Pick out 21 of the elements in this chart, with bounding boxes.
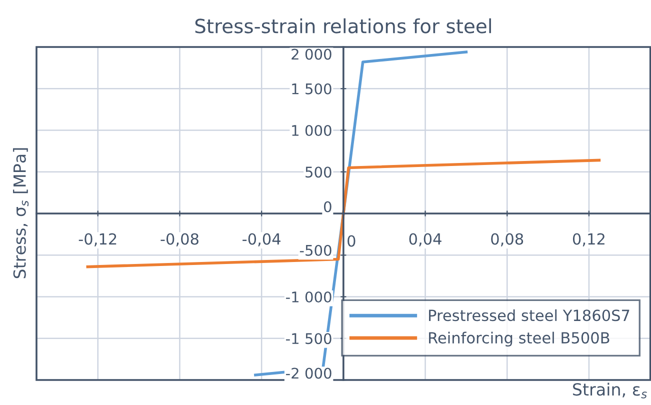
legend-label: Reinforcing steel B500B — [429, 332, 610, 347]
x-tick-label: -0,04 — [242, 233, 280, 246]
y-tick-label: -500 — [300, 244, 332, 256]
y-tick-label: -2 000 — [286, 368, 332, 379]
y-axis-title: Stress, σ$_{s}$ [MPa] — [13, 148, 29, 278]
y-tick-label: 1 500 — [292, 83, 332, 94]
chart-title: Stress-strain relations for steel — [195, 18, 491, 34]
y-tick-label: 0 — [324, 201, 332, 212]
x-tick-label: -0,12 — [78, 233, 116, 246]
x-tick-label: 0,08 — [491, 233, 524, 246]
x-tick-label: 0 — [348, 235, 356, 247]
y-tick-label: 1 000 — [292, 124, 332, 136]
y-tick-label: -1 000 — [286, 291, 332, 302]
y-tick-label: 500 — [306, 166, 332, 178]
x-tick-label: 0,04 — [409, 233, 442, 246]
y-tick-label: 2 000 — [292, 48, 332, 60]
x-axis-title: Strain, ε$_{s}$ — [573, 382, 647, 398]
x-tick-label: -0,08 — [160, 233, 198, 246]
y-tick-label: -1 500 — [286, 333, 332, 344]
legend-label: Prestressed steel Y1860S7 — [429, 309, 630, 322]
x-tick-label: 0,12 — [572, 233, 604, 246]
